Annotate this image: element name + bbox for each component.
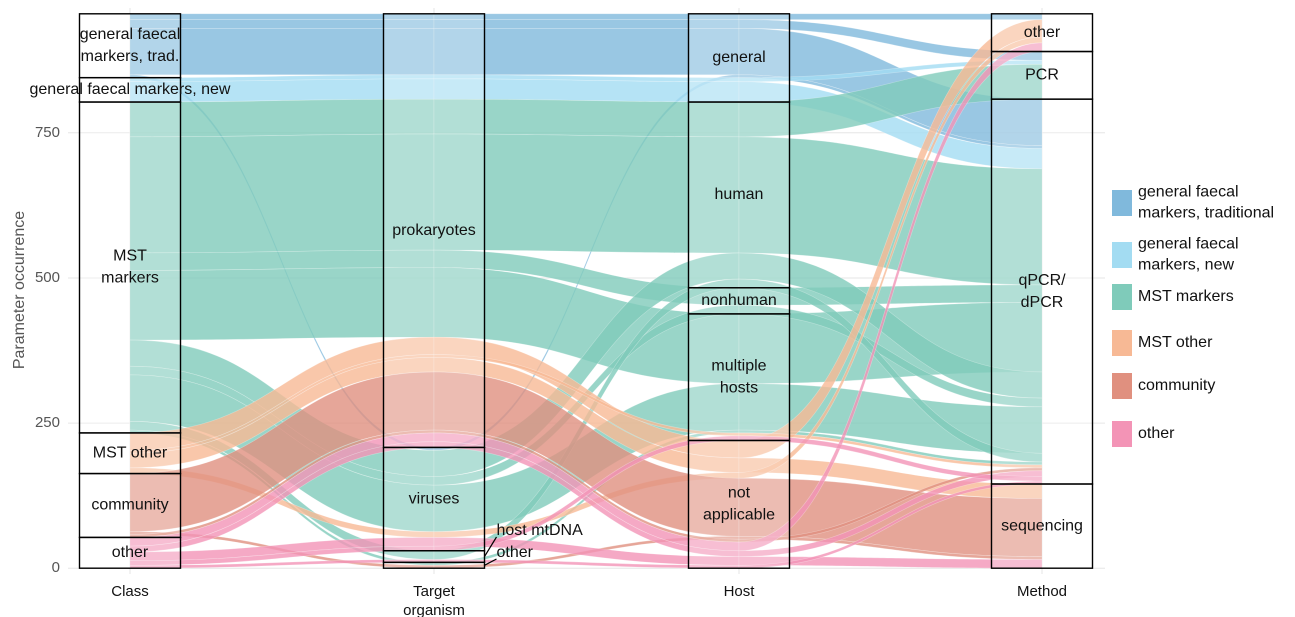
stratum-label: other (497, 544, 534, 561)
stratum-label: hosts (720, 379, 758, 396)
y-tick-label: 250 (35, 414, 60, 431)
x-axis-label: organism (403, 602, 465, 617)
legend-label: general faecal (1138, 236, 1239, 253)
legend-label: community (1138, 377, 1215, 394)
stratum (78, 13, 182, 79)
stratum (382, 561, 486, 569)
legend-swatch (1112, 190, 1132, 216)
flow-ribbon (738, 457, 1043, 499)
stratum-label: multiple (711, 357, 766, 374)
stratum (687, 439, 791, 569)
stratum-label: dPCR (1021, 294, 1064, 311)
legend-swatch (1112, 421, 1132, 447)
stratum (78, 101, 182, 434)
stratum-label: prokaryotes (392, 222, 476, 239)
stratum (687, 13, 791, 103)
y-tick-label: 750 (35, 124, 60, 141)
stratum-label: other (112, 544, 149, 561)
stratum-label: MST other (93, 444, 168, 461)
stratum-label: general faecal (80, 26, 181, 43)
stratum (687, 287, 791, 315)
flow-ribbon (738, 535, 1043, 560)
x-axis-label: Host (724, 583, 756, 600)
stratum-label: MST (113, 248, 147, 265)
stratum (382, 446, 486, 552)
label-leader (484, 558, 497, 566)
y-tick-label: 0 (52, 559, 60, 576)
legend-label: MST other (1138, 334, 1213, 351)
stratum (78, 536, 182, 569)
flow-ribbon (738, 278, 1043, 463)
legend-label: general faecal (1138, 184, 1239, 201)
stratum (78, 432, 182, 475)
stratum-label: markers, trad. (81, 48, 180, 65)
legend-swatch (1112, 330, 1132, 356)
stratum-label: general (712, 49, 765, 66)
flow-ribbon (738, 432, 1043, 469)
legend-swatch (1112, 242, 1132, 268)
x-axis-label: Target (413, 583, 456, 600)
x-axis-label: Class (111, 583, 149, 600)
stratum (990, 50, 1094, 100)
x-axis-label: Method (1017, 583, 1067, 600)
stratum (687, 101, 791, 289)
stratum-label: sequencing (1001, 517, 1083, 534)
stratum-label: nonhuman (701, 292, 777, 309)
stratum-label: general faecal markers, new (30, 81, 231, 98)
flow-ribbon (738, 19, 1043, 459)
legend-label: markers, new (1138, 257, 1234, 274)
label-leader (483, 536, 498, 557)
stratum-label: PCR (1025, 67, 1059, 84)
legend-label: other (1138, 425, 1175, 442)
stratum-label: qPCR/ (1018, 272, 1066, 289)
stratum-label: human (715, 186, 764, 203)
legend-swatch (1112, 284, 1132, 310)
legend-swatch (1112, 373, 1132, 399)
y-tick-label: 500 (35, 269, 60, 286)
stratum-label: community (91, 497, 168, 514)
stratum-label: other (1024, 24, 1061, 41)
stratum (990, 483, 1094, 569)
stratum (990, 98, 1094, 485)
stratum-label: applicable (703, 507, 775, 524)
stratum-label: markers (101, 270, 159, 287)
stratum (687, 313, 791, 442)
stratum (382, 550, 486, 564)
stratum (78, 472, 182, 539)
legend-label: markers, traditional (1138, 205, 1274, 222)
y-axis-label: Parameter occurrence (11, 211, 28, 369)
legend-label: MST markers (1138, 288, 1234, 305)
stratum-label: host mtDNA (497, 522, 584, 539)
stratum (382, 13, 486, 449)
stratum-label: not (728, 485, 751, 502)
stratum-label: viruses (409, 490, 460, 507)
